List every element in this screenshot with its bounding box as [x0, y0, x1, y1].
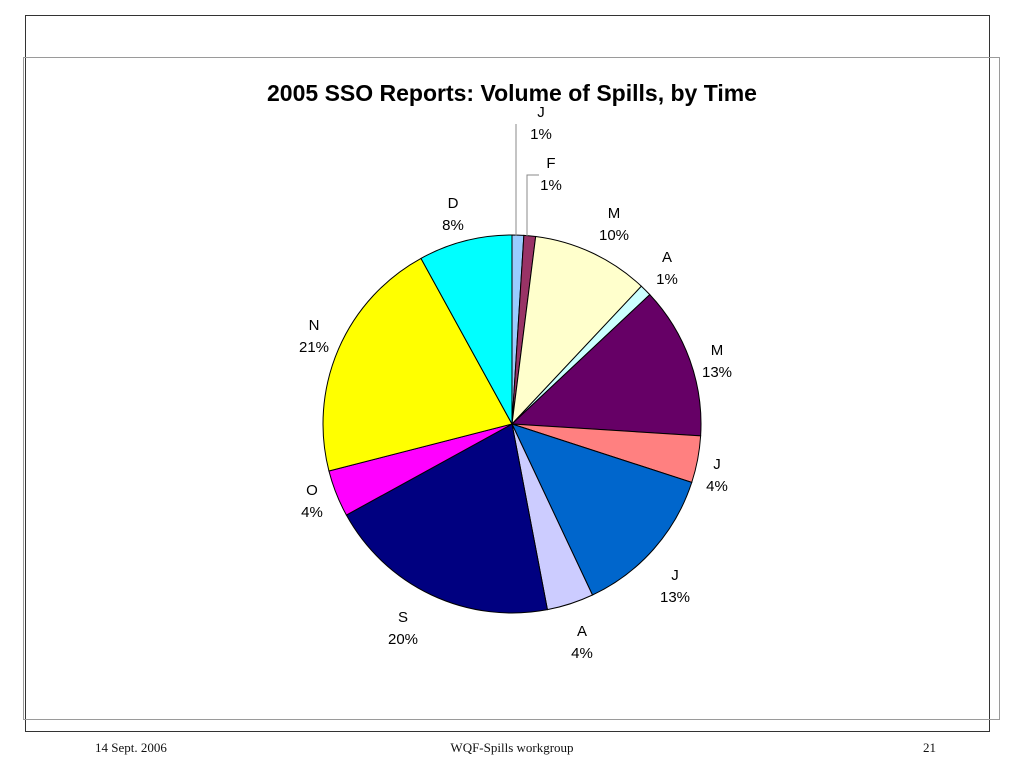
slice-label-3: M	[608, 205, 621, 222]
slice-percent-8: 4%	[571, 645, 593, 662]
slice-percent-12: 8%	[442, 217, 464, 234]
slice-percent-9: 20%	[388, 631, 418, 648]
slice-label-4: A	[662, 249, 672, 266]
leader-lines	[515, 124, 539, 236]
pie-slice-5	[510, 293, 702, 437]
slice-label-9: S	[398, 609, 408, 626]
slice-percent-10: 4%	[301, 504, 323, 521]
slice-percent-6: 4%	[706, 478, 728, 495]
slice-percent-3: 10%	[599, 227, 629, 244]
slice-label-7: J	[671, 567, 679, 584]
slice-labels: J 1% F 1% M 10% A 1% M 13% J 4% J 13% A 4% S 20% O 4% N 21% D 8…	[299, 104, 732, 662]
slice-percent-2: 1%	[540, 177, 562, 194]
slide-frame	[25, 15, 990, 732]
leader-line-2	[526, 174, 539, 236]
slice-percent-1: 1%	[530, 126, 552, 143]
slice-label-5: M	[711, 342, 724, 359]
footer-title: WQF-Spills workgroup	[450, 740, 574, 755]
pie-slices	[322, 234, 702, 614]
pie-slice-3	[511, 235, 643, 426]
slice-percent-11: 21%	[299, 339, 329, 356]
slice-label-6: J	[713, 456, 721, 473]
chart-frame	[23, 57, 1000, 720]
slice-label-12: D	[448, 195, 459, 212]
slice-label-8: A	[577, 623, 587, 640]
footer-date: 14 Sept. 2006	[95, 740, 167, 755]
slice-label-1: J	[537, 104, 545, 121]
slice-label-10: O	[306, 482, 318, 499]
slice-label-2: F	[546, 155, 555, 172]
slice-percent-4: 1%	[656, 271, 678, 288]
pie-slice-9	[345, 423, 549, 614]
pie-slice-11	[322, 257, 513, 472]
pie-slice-7	[511, 423, 693, 596]
slice-percent-7: 13%	[660, 589, 690, 606]
slice-label-11: N	[309, 317, 320, 334]
page-number: 21	[923, 740, 936, 755]
pie-slice-12	[420, 234, 513, 425]
chart-title: 2005 SSO Reports: Volume of Spills, by T…	[267, 80, 757, 106]
slice-percent-5: 13%	[702, 364, 732, 381]
